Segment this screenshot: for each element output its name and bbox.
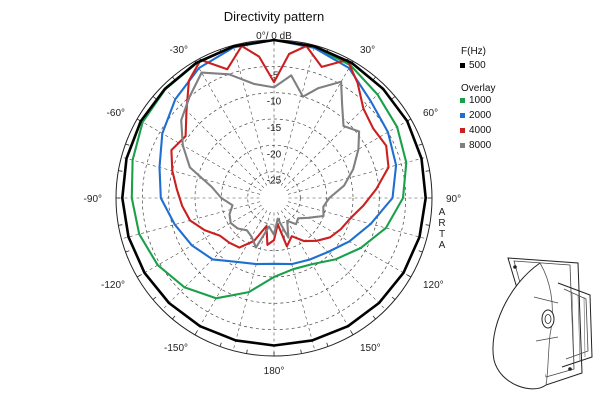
ring-label: -15 — [267, 123, 282, 134]
legend: F(Hz) 500 Overlay 1000 2000 4000 8000 — [460, 46, 495, 151]
grid-tick — [246, 349, 248, 354]
grid-tick — [326, 342, 329, 347]
arta-letter: A — [439, 207, 446, 218]
angle-label: 120° — [423, 280, 444, 291]
grid-tick — [391, 296, 396, 300]
angle-label: -90° — [84, 194, 102, 205]
grid-spoke — [121, 156, 261, 195]
angle-label: 60° — [423, 108, 438, 119]
legend-swatch-1000 — [460, 98, 465, 103]
legend-swatch-4000 — [460, 128, 465, 133]
legend-swatch-2000 — [460, 113, 465, 118]
grid-tick — [152, 296, 157, 300]
grid-tick — [118, 224, 123, 226]
grid-tick — [391, 96, 396, 100]
ring-label: -20 — [267, 149, 282, 160]
grid-spoke — [137, 118, 262, 192]
angle-label: -60° — [107, 108, 125, 119]
series-line-1000 — [130, 38, 408, 300]
legend-label-4000: 4000 — [469, 125, 492, 136]
angle-label: 30° — [360, 45, 375, 56]
angle-label: -150° — [164, 343, 188, 354]
angle-label: -30° — [170, 45, 188, 56]
speaker-horn-drawing-icon — [492, 257, 593, 390]
series-line-2000 — [158, 38, 398, 266]
arta-letter: T — [439, 229, 445, 240]
angle-labels: 30° 60° 90° 120° 150° 180° -150° -120° -90° -60° -… — [84, 45, 462, 377]
ring-label: -5 — [270, 70, 279, 81]
angle-label: 90° — [446, 194, 461, 205]
legend-label-1000: 1000 — [469, 95, 492, 106]
grid-spoke — [287, 201, 427, 240]
grid-tick — [172, 315, 176, 320]
grid-tick — [125, 143, 130, 146]
grid-ring — [247, 171, 301, 225]
legend-header-overlay: Overlay — [461, 83, 495, 94]
zero-db-label: 0°/ 0 dB — [256, 31, 292, 42]
grid-tick — [125, 250, 130, 253]
grid-tick — [194, 331, 198, 336]
grid-tick — [350, 331, 354, 336]
angle-label: -120° — [101, 280, 125, 291]
grid-ring — [220, 144, 328, 252]
grid-tick — [136, 274, 141, 278]
grid-tick — [372, 315, 376, 320]
grid-ring — [141, 65, 407, 331]
legend-swatch-500 — [460, 63, 465, 68]
arta-letter: R — [438, 218, 445, 229]
grid-spoke — [194, 210, 268, 335]
legend-label-500: 500 — [469, 60, 486, 71]
legend-label-2000: 2000 — [469, 110, 492, 121]
grid-spoke — [280, 61, 354, 186]
legend-swatch-8000 — [460, 143, 465, 148]
angle-label: 180° — [264, 366, 285, 377]
chart-title: Directivity pattern — [224, 9, 324, 24]
grid-tick — [152, 96, 157, 100]
ring-label: -25 — [267, 176, 282, 187]
grid-ring — [194, 118, 354, 278]
series-line-4000 — [170, 44, 390, 249]
series-layer — [121, 38, 427, 347]
grid-spoke — [162, 86, 265, 189]
grid-tick — [300, 349, 302, 354]
grid-spoke — [194, 61, 268, 186]
grid-tick — [425, 224, 430, 226]
grid-tick — [219, 342, 222, 347]
series-line-8000 — [180, 71, 361, 249]
grid-spoke — [277, 211, 316, 351]
grid-tick — [425, 170, 430, 172]
grid-spoke — [286, 118, 411, 192]
legend-header-fhz: F(Hz) — [461, 46, 486, 57]
grid-tick — [418, 250, 423, 253]
arta-letter: A — [439, 240, 446, 251]
angle-label: 150° — [360, 343, 381, 354]
grid-tick — [118, 170, 123, 172]
grid-spoke — [137, 204, 262, 278]
ring-label: -10 — [267, 97, 282, 108]
grid-tick — [418, 143, 423, 146]
series-line-500 — [121, 38, 427, 347]
ring-labels: -5 -10 -15 -20 -25 — [267, 70, 282, 186]
grid-tick — [407, 274, 412, 278]
legend-label-8000: 8000 — [469, 140, 492, 151]
grid-ring — [168, 92, 380, 304]
